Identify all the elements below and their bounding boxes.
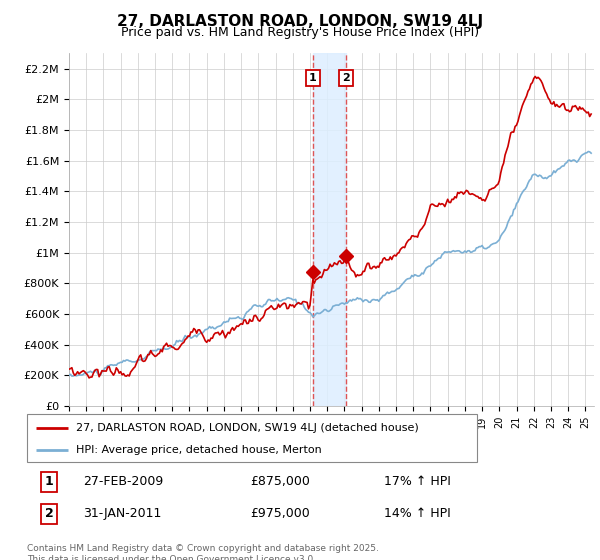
Text: 27, DARLASTON ROAD, LONDON, SW19 4LJ (detached house): 27, DARLASTON ROAD, LONDON, SW19 4LJ (de… (77, 423, 419, 433)
Text: 2: 2 (342, 73, 350, 83)
Text: Price paid vs. HM Land Registry's House Price Index (HPI): Price paid vs. HM Land Registry's House … (121, 26, 479, 39)
FancyBboxPatch shape (27, 414, 477, 462)
Text: 31-JAN-2011: 31-JAN-2011 (83, 507, 161, 520)
Text: £875,000: £875,000 (250, 475, 310, 488)
Text: HPI: Average price, detached house, Merton: HPI: Average price, detached house, Mert… (77, 445, 322, 455)
Text: 14% ↑ HPI: 14% ↑ HPI (384, 507, 451, 520)
Text: 27, DARLASTON ROAD, LONDON, SW19 4LJ: 27, DARLASTON ROAD, LONDON, SW19 4LJ (117, 14, 483, 29)
Text: £975,000: £975,000 (250, 507, 310, 520)
Text: 27-FEB-2009: 27-FEB-2009 (83, 475, 163, 488)
Text: 1: 1 (45, 475, 53, 488)
Text: Contains HM Land Registry data © Crown copyright and database right 2025.
This d: Contains HM Land Registry data © Crown c… (27, 544, 379, 560)
Text: 17% ↑ HPI: 17% ↑ HPI (384, 475, 451, 488)
Text: 2: 2 (45, 507, 53, 520)
Text: 1: 1 (308, 73, 316, 83)
Bar (313, 53, 346, 406)
